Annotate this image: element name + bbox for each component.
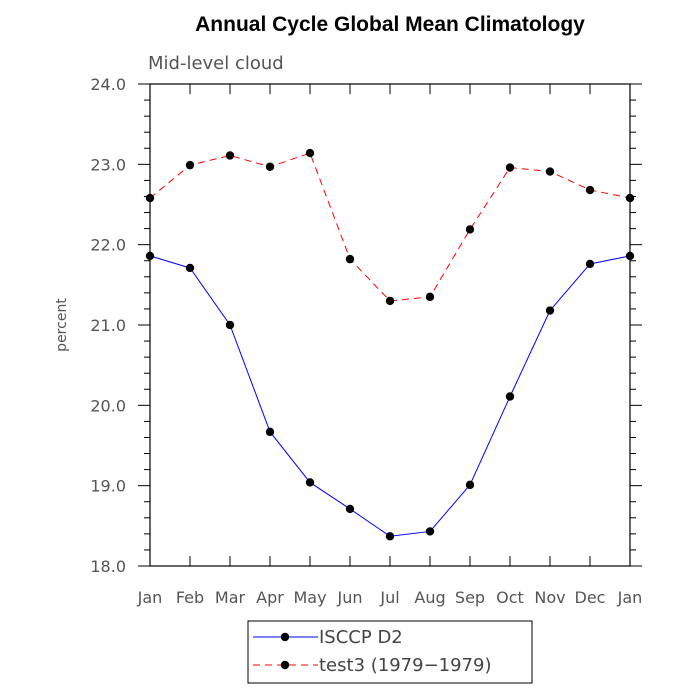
y-tick-labels: 18.0 19.0 20.0 21.0 22.0 23.0 24.0 — [90, 75, 126, 576]
x-tick-label: Oct — [496, 588, 524, 607]
y-tick-label: 19.0 — [90, 477, 126, 496]
series-group — [145, 148, 635, 541]
x-tick-label: Feb — [176, 588, 204, 607]
data-point-0 — [465, 480, 475, 490]
data-point-0 — [265, 427, 275, 437]
data-point-1 — [145, 193, 155, 203]
legend-label-test3: test3 (1979−1979) — [319, 655, 492, 676]
data-point-1 — [305, 148, 315, 158]
x-tick-label: Jul — [379, 588, 399, 607]
y-axis-label: percent — [54, 298, 70, 352]
x-tick-labels: Jan Feb Mar Apr May Jun Jul Aug Sep Oct Nov Dec Jan — [137, 588, 643, 607]
data-point-0 — [505, 392, 515, 401]
data-point-0 — [145, 251, 155, 261]
legend-box — [247, 620, 533, 684]
data-point-0 — [425, 527, 435, 536]
data-point-1 — [265, 162, 275, 171]
x-tick-label: Sep — [455, 588, 485, 607]
y-tick-label: 18.0 — [90, 557, 126, 576]
x-tick-label: Jan — [617, 588, 643, 607]
chart-title: Annual Cycle Global Mean Climatology — [195, 13, 585, 36]
x-tick-label: Nov — [534, 588, 565, 607]
data-point-1 — [465, 225, 475, 234]
data-point-0 — [185, 263, 195, 273]
data-point-1 — [385, 296, 395, 306]
chart-subtitle: Mid-level cloud — [148, 53, 284, 74]
data-point-1 — [345, 254, 355, 264]
legend-label-isccp: ISCCP D2 — [319, 627, 403, 648]
legend-marker-test3 — [280, 660, 290, 670]
series-line-1 — [149, 152, 631, 302]
data-point-0 — [625, 251, 635, 261]
data-point-0 — [585, 259, 595, 269]
axis-ticks — [138, 83, 642, 567]
data-point-1 — [185, 160, 195, 170]
y-tick-label: 20.0 — [90, 396, 126, 415]
x-tick-label: Dec — [575, 588, 606, 607]
x-tick-label: Aug — [414, 588, 445, 607]
x-tick-label: Jun — [337, 588, 363, 607]
data-point-1 — [425, 292, 435, 302]
plot-frame — [149, 83, 631, 567]
x-tick-label: May — [293, 588, 326, 607]
data-point-1 — [625, 193, 635, 203]
data-point-1 — [505, 163, 515, 172]
y-tick-label: 21.0 — [90, 316, 126, 335]
data-point-0 — [345, 504, 355, 514]
y-tick-label: 22.0 — [90, 236, 126, 255]
x-tick-label: Jan — [137, 588, 163, 607]
data-point-0 — [385, 532, 395, 541]
y-tick-label: 24.0 — [90, 75, 126, 94]
x-tick-label: Apr — [256, 588, 284, 607]
data-point-1 — [225, 151, 235, 160]
data-point-1 — [545, 167, 555, 176]
data-point-0 — [305, 478, 315, 487]
legend: ISCCP D2 test3 (1979−1979) — [247, 620, 533, 684]
x-tick-label: Mar — [215, 588, 246, 607]
data-point-1 — [585, 185, 595, 195]
data-point-0 — [545, 306, 555, 315]
data-point-0 — [225, 320, 235, 330]
legend-marker-isccp — [280, 632, 290, 642]
y-tick-label: 23.0 — [90, 155, 126, 174]
